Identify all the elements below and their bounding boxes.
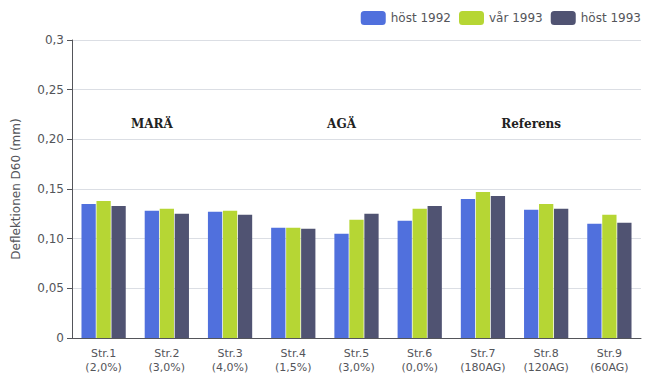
svg-text:(1,5%): (1,5%) xyxy=(275,361,312,374)
svg-text:Str.1: Str.1 xyxy=(91,347,116,360)
svg-text:(3,0%): (3,0%) xyxy=(149,361,186,374)
svg-text:Str.8: Str.8 xyxy=(534,347,559,360)
svg-text:Str.6: Str.6 xyxy=(407,347,432,360)
svg-text:Str.5: Str.5 xyxy=(344,347,369,360)
svg-text:Str.3: Str.3 xyxy=(217,347,242,360)
svg-text:(3,0%): (3,0%) xyxy=(338,361,375,374)
svg-text:Deflektionen D60 (mm): Deflektionen D60 (mm) xyxy=(9,118,23,259)
svg-text:(4,0%): (4,0%) xyxy=(212,361,249,374)
svg-text:Str.2: Str.2 xyxy=(154,347,179,360)
svg-text:0,10: 0,10 xyxy=(37,232,64,246)
svg-text:(60AG): (60AG) xyxy=(590,361,628,374)
svg-text:MARÄ: MARÄ xyxy=(131,116,174,131)
svg-text:(2,0%): (2,0%) xyxy=(85,361,122,374)
svg-text:0,05: 0,05 xyxy=(37,281,64,295)
svg-text:vår 1993: vår 1993 xyxy=(489,11,543,25)
svg-text:0,25: 0,25 xyxy=(37,83,64,97)
svg-text:höst 1992: höst 1992 xyxy=(391,11,451,25)
svg-text:(120AG): (120AG) xyxy=(523,361,568,374)
svg-text:0,15: 0,15 xyxy=(37,182,64,196)
svg-text:Referens: Referens xyxy=(501,117,561,131)
svg-text:(180AG): (180AG) xyxy=(460,361,505,374)
svg-text:(0,0%): (0,0%) xyxy=(401,361,438,374)
svg-text:AGÄ: AGÄ xyxy=(326,116,357,131)
svg-text:Str.7: Str.7 xyxy=(470,347,495,360)
svg-text:Str.4: Str.4 xyxy=(281,347,306,360)
svg-text:Str.9: Str.9 xyxy=(597,347,622,360)
svg-text:0,3: 0,3 xyxy=(45,33,64,47)
svg-text:0: 0 xyxy=(56,331,64,345)
svg-text:0,20: 0,20 xyxy=(37,132,64,146)
svg-text:höst 1993: höst 1993 xyxy=(581,11,641,25)
